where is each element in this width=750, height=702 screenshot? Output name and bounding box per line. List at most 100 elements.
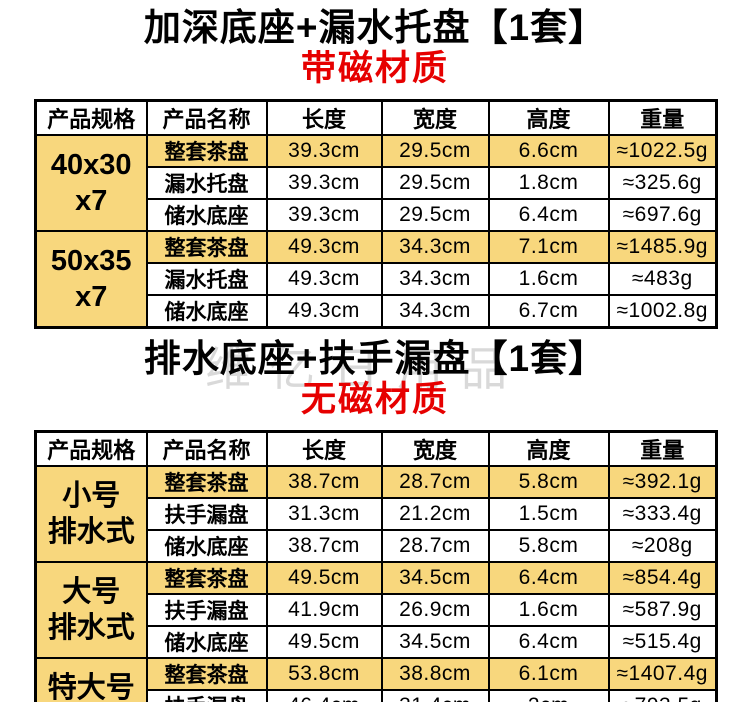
- section-title: 加深底座+漏水托盘【1套】: [143, 7, 607, 48]
- spec-line: 40x30: [50, 148, 132, 181]
- length-cell: 39.3cm: [265, 197, 383, 232]
- name-cell: 储水底座: [145, 293, 268, 329]
- table-row: 漏水托盘 49.3cm 34.3cm 1.6cm ≈483g: [36, 261, 718, 296]
- spec-cell: 50x35 x7: [34, 229, 148, 329]
- length-cell: 39.3cm: [265, 133, 383, 168]
- spec-line: 大号: [62, 575, 121, 608]
- col-header-spec: 产品规格: [34, 430, 148, 467]
- length-cell: 41.9cm: [265, 592, 383, 627]
- weight-cell: ≈1002.8g: [607, 293, 718, 329]
- table-row: 储水底座 49.5cm 34.5cm 6.4cm ≈515.4g: [36, 624, 718, 659]
- height-cell: 1.6cm: [487, 592, 610, 627]
- length-cell: 46.4cm: [265, 688, 383, 702]
- section-subtitle: 无磁材质: [300, 380, 449, 420]
- width-cell: 29.5cm: [380, 133, 490, 168]
- width-cell: 26.9cm: [380, 592, 490, 627]
- col-header-height: 高度: [487, 430, 610, 467]
- col-header-length: 长度: [265, 99, 383, 136]
- name-cell: 漏水托盘: [145, 165, 268, 200]
- spec-table-nonmagnetic: 产品规格 产品名称 长度 宽度 高度 重量 小号 排水式 整套茶盘 38.7cm 28.7cm 5.8…: [34, 429, 718, 702]
- weight-cell: ≈587.9g: [607, 592, 718, 627]
- height-cell: 5.8cm: [487, 528, 610, 563]
- length-cell: 49.5cm: [265, 560, 383, 595]
- length-cell: 38.7cm: [265, 528, 383, 563]
- table-row: 小号 排水式 整套茶盘 38.7cm 28.7cm 5.8cm ≈392.1g: [34, 464, 718, 563]
- height-cell: 1.5cm: [487, 496, 610, 531]
- length-cell: 49.3cm: [265, 229, 383, 264]
- weight-cell: ≈793.5g: [607, 688, 718, 702]
- weight-cell: ≈208g: [607, 528, 718, 563]
- height-cell: 6.7cm: [487, 293, 610, 329]
- col-header-name: 产品名称: [145, 430, 268, 467]
- height-cell: 7.1cm: [487, 229, 610, 264]
- weight-cell: ≈1485.9g: [607, 229, 718, 264]
- weight-cell: ≈333.4g: [607, 496, 718, 531]
- spec-line: 小号: [62, 479, 121, 512]
- width-cell: 34.5cm: [380, 624, 490, 659]
- col-header-weight: 重量: [607, 99, 718, 136]
- length-cell: 39.3cm: [265, 165, 383, 200]
- height-cell: 6.6cm: [487, 133, 610, 168]
- spec-cell: 特大号排水式: [34, 656, 148, 702]
- height-cell: 5.8cm: [487, 464, 610, 499]
- length-cell: 38.7cm: [265, 464, 383, 499]
- height-cell: 6.1cm: [487, 656, 610, 691]
- name-cell: 储水底座: [145, 197, 268, 232]
- weight-cell: ≈392.1g: [607, 464, 718, 499]
- col-header-height: 高度: [487, 99, 610, 136]
- name-cell: 扶手漏盘: [145, 496, 268, 531]
- section-title: 排水底座+扶手漏盘【1套】: [143, 337, 607, 379]
- width-cell: 34.5cm: [380, 560, 490, 595]
- table-row: 50x35 x7 整套茶盘 49.3cm 34.3cm 7.1cm ≈1485.9g: [34, 229, 718, 329]
- col-header-name: 产品名称: [145, 99, 268, 136]
- spec-line: x7: [75, 184, 108, 217]
- spec-line: 排水式: [47, 611, 135, 644]
- spec-cell: 大号 排水式: [34, 560, 148, 659]
- table-row: 扶手漏盘 31.3cm 21.2cm 1.5cm ≈333.4g: [36, 496, 718, 531]
- weight-cell: ≈1407.4g: [607, 656, 718, 691]
- height-cell: 2cm: [487, 688, 610, 702]
- width-cell: 38.8cm: [380, 656, 490, 691]
- name-cell: 储水底座: [145, 528, 268, 563]
- table-row: 储水底座 38.7cm 28.7cm 5.8cm ≈208g: [36, 528, 718, 563]
- weight-cell: ≈1022.5g: [607, 133, 718, 168]
- height-cell: 6.4cm: [487, 197, 610, 232]
- length-cell: 49.3cm: [265, 293, 383, 329]
- width-cell: 28.7cm: [380, 464, 490, 499]
- width-cell: 34.3cm: [380, 293, 490, 329]
- spec-cell: 小号 排水式: [34, 464, 148, 563]
- table-row: 储水底座 39.3cm 29.5cm 6.4cm ≈697.6g: [36, 197, 718, 232]
- name-cell: 整套茶盘: [145, 133, 268, 168]
- width-cell: 29.5cm: [380, 197, 490, 232]
- name-cell: 整套茶盘: [145, 560, 268, 595]
- section-magnetic-set: 加深底座+漏水托盘【1套】 带磁材质 产品规格 产品名称 长度 宽度 高度 重量 40x30…: [0, 0, 750, 329]
- name-cell: 整套茶盘: [145, 464, 268, 499]
- height-cell: 6.4cm: [487, 624, 610, 659]
- weight-cell: ≈325.6g: [607, 165, 718, 200]
- section-nonmagnetic-set: 排水底座+扶手漏盘【1套】 无磁材质 产品规格 产品名称 长度 宽度 高度 重量 小号 排水式…: [0, 338, 750, 702]
- name-cell: 整套茶盘: [145, 656, 268, 691]
- name-cell: 漏水托盘: [145, 261, 268, 296]
- width-cell: 29.5cm: [380, 165, 490, 200]
- height-cell: 1.6cm: [487, 261, 610, 296]
- width-cell: 21.2cm: [380, 496, 490, 531]
- length-cell: 53.8cm: [265, 656, 383, 691]
- length-cell: 49.5cm: [265, 624, 383, 659]
- table-row: 40x30 x7 整套茶盘 39.3cm 29.5cm 6.6cm ≈1022.5g: [34, 133, 718, 232]
- length-cell: 49.3cm: [265, 261, 383, 296]
- table-row: 扶手漏盘46.4cm31.4cm2cm≈793.5g: [36, 688, 718, 702]
- weight-cell: ≈515.4g: [607, 624, 718, 659]
- header-row: 产品规格 产品名称 长度 宽度 高度 重量: [34, 430, 718, 467]
- spec-line: 特大号: [47, 671, 135, 702]
- name-cell: 储水底座: [145, 624, 268, 659]
- col-header-spec: 产品规格: [34, 99, 148, 136]
- width-cell: 28.7cm: [380, 528, 490, 563]
- width-cell: 34.3cm: [380, 229, 490, 264]
- width-cell: 31.4cm: [380, 688, 490, 702]
- spec-table-magnetic: 产品规格 产品名称 长度 宽度 高度 重量 40x30 x7 整套茶盘 39.3cm 29.5cm 6…: [34, 98, 718, 329]
- height-cell: 6.4cm: [487, 560, 610, 595]
- weight-cell: ≈483g: [607, 261, 718, 296]
- weight-cell: ≈697.6g: [607, 197, 718, 232]
